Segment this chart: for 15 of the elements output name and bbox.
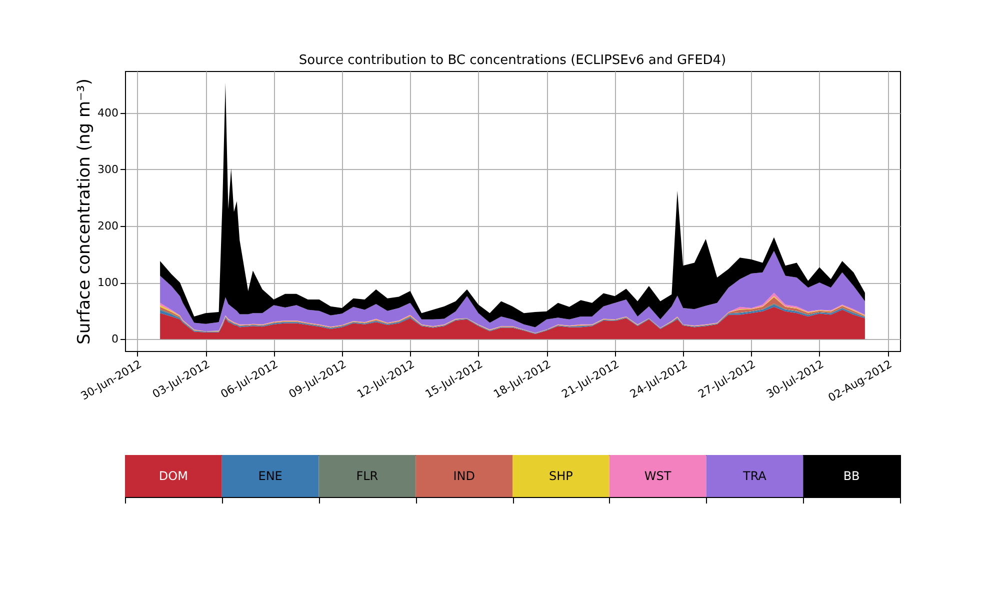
y-axis-title: Surface concentration (ng m⁻³) xyxy=(74,78,95,344)
chart-title: Source contribution to BC concentrations (ECLIPSEv6 and GFED4) xyxy=(298,53,726,68)
text: SHP xyxy=(548,469,573,483)
text: ENE xyxy=(258,469,282,483)
y-tick-label: 200 xyxy=(98,219,118,232)
text: BB xyxy=(843,469,860,483)
text: TRA xyxy=(742,469,768,483)
y-tick-label: 0 xyxy=(112,332,118,346)
text: IND xyxy=(453,469,475,483)
y-tick-label: 400 xyxy=(98,106,118,120)
text: DOM xyxy=(158,469,188,483)
y-tick-label: 300 xyxy=(98,162,118,176)
text: WST xyxy=(644,469,672,483)
text: FLR xyxy=(356,469,378,483)
y-tick-label: 100 xyxy=(98,276,118,290)
